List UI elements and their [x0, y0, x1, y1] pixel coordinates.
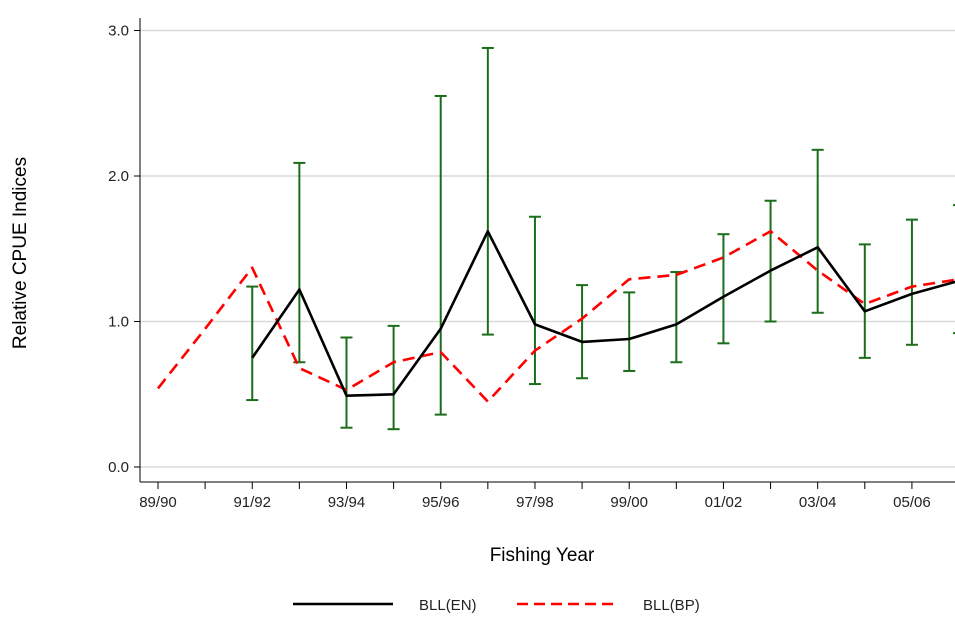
error-bar [764, 199, 777, 323]
legend: BLL(EN) BLL(BP) [293, 597, 700, 614]
tick-labels: 0.0 1.0 2.0 3.0 89/90 91/92 93/94 95/96 97/98 99/… [108, 23, 931, 512]
error-bar [293, 161, 306, 364]
x-tick-label: 93/94 [328, 494, 366, 511]
error-bar [481, 46, 494, 336]
y-tick-label: 2.0 [108, 168, 129, 185]
series-line-bll-en [251, 230, 955, 397]
series-line-bll-bp [156, 230, 955, 403]
x-tick-label: 01/02 [705, 494, 743, 511]
axes [134, 18, 955, 489]
x-tick-label: 97/98 [516, 494, 554, 511]
error-bar [528, 215, 541, 386]
error-bar [858, 243, 871, 359]
x-axis-title: Fishing Year [490, 545, 595, 566]
legend-label-bll-bp: BLL(BP) [643, 597, 700, 614]
y-tick-label: 0.0 [108, 459, 129, 476]
error-bars [246, 46, 955, 431]
x-tick-label: 89/90 [139, 494, 177, 511]
error-bar [717, 233, 730, 345]
error-bar [576, 284, 589, 380]
error-bar [623, 291, 636, 372]
x-tick-label: 99/00 [610, 494, 648, 511]
error-bar [246, 285, 259, 402]
legend-label-bll-en: BLL(EN) [419, 597, 477, 614]
error-bar [434, 94, 447, 416]
x-tick-label: 91/92 [233, 494, 271, 511]
x-tick-label: 95/96 [422, 494, 460, 511]
error-bar [387, 324, 400, 431]
gridlines [140, 29, 955, 468]
y-tick-label: 3.0 [108, 23, 129, 40]
error-bar [340, 336, 353, 429]
error-bar [905, 218, 918, 346]
error-bar [811, 148, 824, 314]
y-axis-title: Relative CPUE Indices [10, 157, 31, 349]
series-lines [156, 230, 955, 403]
error-bar [670, 271, 683, 364]
x-tick-label: 03/04 [799, 494, 837, 511]
y-tick-label: 1.0 [108, 314, 129, 331]
x-tick-label: 05/06 [893, 494, 931, 511]
